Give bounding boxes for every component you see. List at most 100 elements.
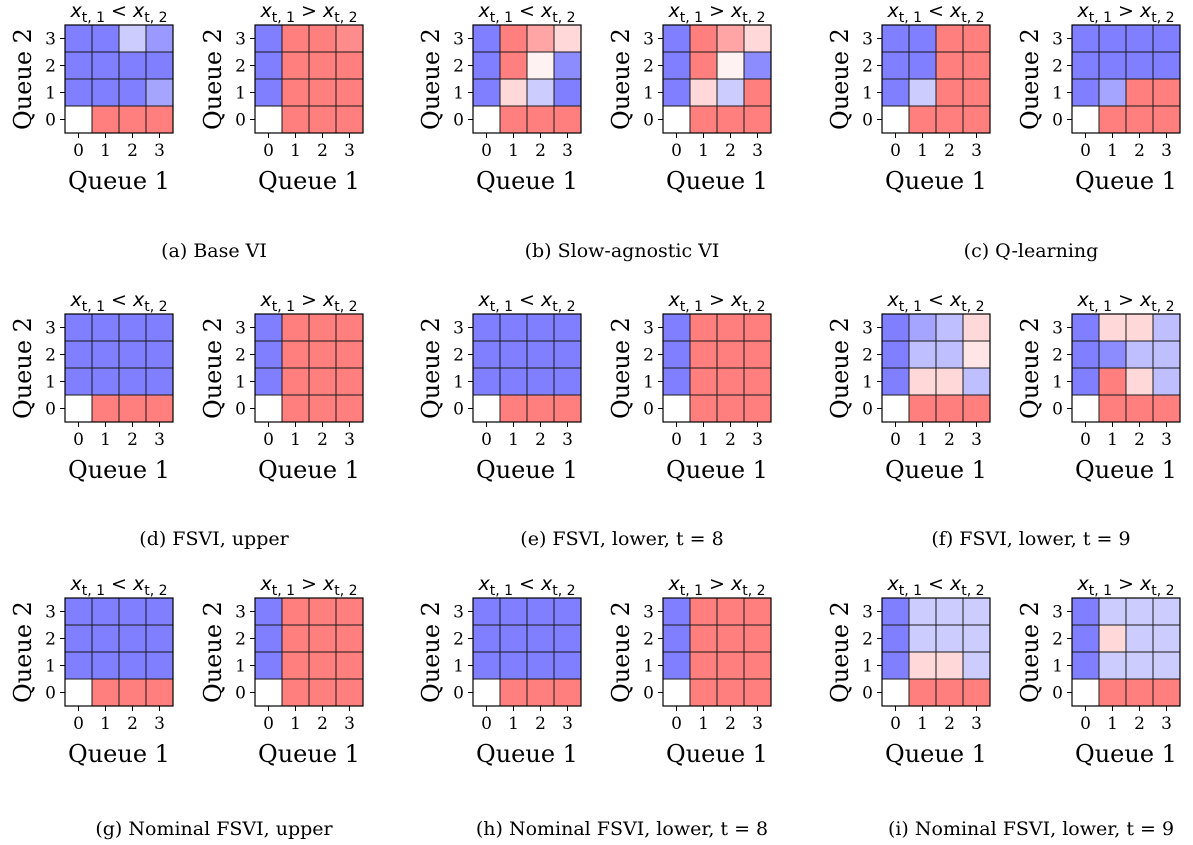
heatmap-cell — [91, 678, 120, 707]
heatmap-cell — [1125, 51, 1154, 80]
caption: (f) FSVI, lower, t = 9 — [931, 528, 1130, 550]
x-tick-label: 1 — [1107, 141, 1118, 161]
subplot-title: xt, 1 < xt, 2 — [477, 289, 575, 315]
y-tick-label: 2 — [643, 57, 654, 77]
heatmap-cell — [553, 624, 582, 653]
heatmap-cell — [662, 597, 691, 626]
y-axis-label: Queue 2 — [9, 317, 37, 419]
heatmap-cell — [335, 313, 364, 342]
heatmap-cell — [91, 105, 120, 134]
heatmap-cell — [499, 394, 528, 423]
heatmap-cell — [64, 105, 93, 134]
heatmap-cell — [335, 105, 364, 134]
heatmap-cell — [553, 24, 582, 53]
x-tick-label: 1 — [1107, 714, 1118, 734]
y-axis-label: Queue 2 — [1016, 317, 1044, 419]
heatmap-frame — [1071, 313, 1181, 423]
y-tick-label: 0 — [862, 684, 873, 704]
heatmap-cell — [145, 105, 174, 134]
x-tick-label: 0 — [73, 430, 84, 450]
y-tick-label: 0 — [235, 111, 246, 131]
heatmap-cell — [526, 78, 555, 107]
y-tick-label: 1 — [235, 657, 246, 677]
y-tick-label: 3 — [45, 319, 56, 339]
heatmap-cell — [526, 340, 555, 369]
y-tick-label: 2 — [45, 57, 56, 77]
y-tick-label: 0 — [862, 400, 873, 420]
heatmap-cell — [118, 24, 147, 53]
heatmap-cell — [1098, 367, 1127, 396]
heatmap-cell — [553, 51, 582, 80]
heatmap-cell — [935, 597, 964, 626]
y-tick-label: 1 — [1052, 84, 1063, 104]
x-tick-label: 0 — [890, 141, 901, 161]
y-tick-label: 0 — [235, 684, 246, 704]
x-tick-label: 2 — [535, 714, 546, 734]
heatmap-cell — [881, 51, 910, 80]
heatmap-cell — [91, 624, 120, 653]
heatmap-cell — [962, 394, 991, 423]
x-axis-label: Queue 1 — [885, 740, 987, 768]
y-tick-label: 2 — [643, 630, 654, 650]
heatmap-frame — [64, 24, 174, 134]
x-tick-label: 2 — [317, 430, 328, 450]
heatmap-cell — [91, 78, 120, 107]
heatmap-cell — [91, 51, 120, 80]
heatmap-cell — [716, 394, 745, 423]
y-tick-label: 2 — [45, 346, 56, 366]
caption: (i) Nominal FSVI, lower, t = 9 — [888, 818, 1174, 840]
y-axis-label: Queue 2 — [1016, 28, 1044, 130]
y-tick-label: 2 — [862, 630, 873, 650]
y-axis-label: Queue 2 — [607, 317, 635, 419]
heatmap-cell — [118, 624, 147, 653]
heatmap-cell — [64, 367, 93, 396]
heatmap-cell — [908, 24, 937, 53]
heatmap-frame — [1071, 597, 1181, 707]
heatmap-cell — [716, 597, 745, 626]
x-tick-label: 0 — [73, 141, 84, 161]
heatmap-cell — [64, 624, 93, 653]
heatmap-cell — [308, 367, 337, 396]
heatmap-cell — [64, 78, 93, 107]
heatmap-cell — [935, 78, 964, 107]
heatmap-cell — [743, 651, 772, 680]
heatmap-cell — [281, 367, 310, 396]
heatmap-cell — [1152, 51, 1181, 80]
x-tick-label: 2 — [725, 430, 736, 450]
heatmap-cell — [908, 105, 937, 134]
heatmap-cell — [472, 597, 501, 626]
y-tick-label: 2 — [235, 346, 246, 366]
heatmap-cell — [254, 597, 283, 626]
y-tick-label: 3 — [643, 603, 654, 623]
heatmap-cell — [145, 597, 174, 626]
heatmap-cell — [553, 105, 582, 134]
heatmap-cell — [335, 394, 364, 423]
x-tick-label: 0 — [671, 141, 682, 161]
x-tick-label: 0 — [890, 430, 901, 450]
heatmap-cell — [254, 51, 283, 80]
heatmap-cell — [1071, 78, 1100, 107]
heatmap-cell — [335, 51, 364, 80]
heatmap-cell — [281, 651, 310, 680]
heatmap-cell — [472, 51, 501, 80]
x-axis-label: Queue 1 — [666, 167, 768, 195]
y-tick-label: 1 — [862, 84, 873, 104]
x-tick-label: 0 — [263, 141, 274, 161]
x-tick-label: 1 — [290, 141, 301, 161]
subplot-title: xt, 1 > xt, 2 — [1076, 0, 1174, 26]
x-tick-label: 3 — [752, 430, 763, 450]
heatmap-cell — [662, 394, 691, 423]
heatmap-cell — [254, 651, 283, 680]
heatmap-cell — [1098, 651, 1127, 680]
heatmap-cell — [553, 78, 582, 107]
heatmap-cell — [716, 624, 745, 653]
